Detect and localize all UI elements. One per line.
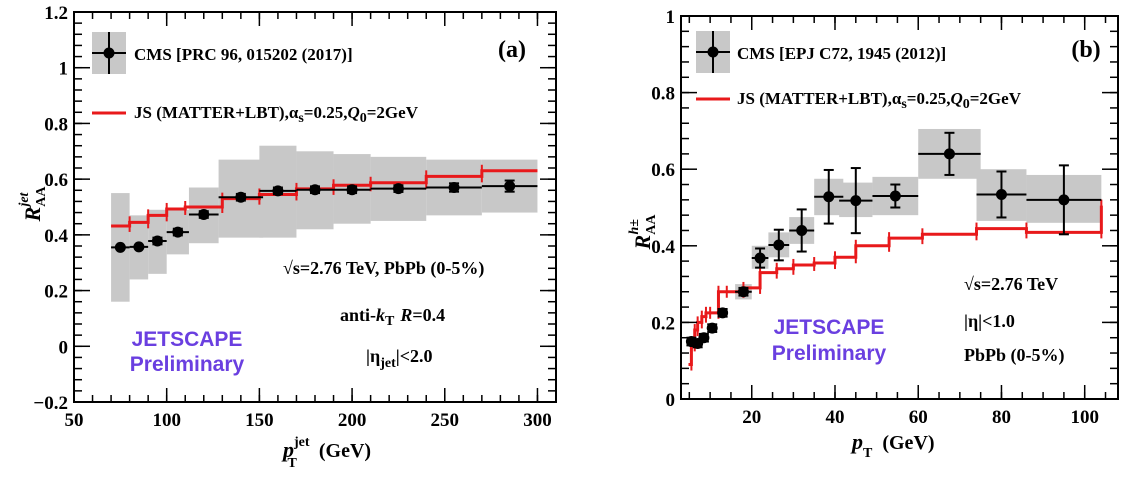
a-data-point	[235, 191, 247, 203]
panel-a: 50 100 150 200 250 300 −0.2 0 0.2 0.4 0.6 0.8 1 1.2 C…	[17, 3, 557, 471]
a-x-axis-label: pjet T(GeV)	[281, 435, 371, 471]
b-y-tick-label: 0.8	[651, 84, 675, 105]
a-data-points	[111, 179, 538, 253]
b-y-tick-label: 0.4	[651, 237, 675, 258]
b-y-tick-label: 0	[666, 390, 676, 411]
b-x-tick-label: 80	[992, 407, 1011, 428]
a-y-tick-label: 0	[59, 337, 69, 358]
b-data-point	[796, 224, 808, 236]
a-data-point	[133, 241, 145, 253]
b-legend-data-label: CMS [EPJ C72, 1945 (2012)]	[737, 44, 946, 63]
a-x-tick-label: 250	[431, 410, 460, 431]
a-axis-ticks: 50 100 150 200 250 300 −0.2 0 0.2 0.4 0.6 0.8 1 1.2	[33, 3, 557, 431]
a-y-tick-label: 0.6	[44, 170, 68, 191]
b-data-point	[889, 190, 901, 202]
a-data-point	[198, 209, 210, 221]
b-system-annotation: PbPb (0-5%)	[964, 345, 1065, 366]
a-systematic-bands	[111, 145, 538, 302]
a-x-tick-label: 100	[152, 410, 181, 431]
a-panel-label: (a)	[498, 37, 526, 63]
a-jetscape-label: JETSCAPE	[132, 328, 243, 351]
a-x-tick-label: 50	[65, 410, 84, 431]
b-data-point	[823, 191, 835, 203]
b-axis-ticks: 20 40 60 80 100 0 0.2 0.4 0.6 0.8 1	[651, 7, 1118, 428]
b-data-point	[706, 322, 718, 334]
b-plot-frame	[680, 15, 1119, 400]
a-legend-model-label: JS (MATTER+LBT),αs=0.25,Q0=2GeV	[134, 103, 419, 126]
b-y-tick-label: 0.6	[651, 160, 675, 181]
a-energy-annotation: √s=2.76 TeV, PbPb (0-5%)	[283, 258, 484, 279]
a-y-tick-label: 0.2	[44, 282, 68, 303]
b-data-point	[698, 332, 710, 344]
b-eta-annotation: |η|<1.0	[964, 311, 1015, 331]
b-data-point	[850, 195, 862, 207]
b-y-axis-label: RAAh±	[627, 214, 659, 251]
a-y-tick-label: −0.2	[33, 393, 68, 414]
b-data-point	[995, 188, 1007, 200]
b-jetscape-label: JETSCAPE	[774, 316, 885, 339]
a-legend-data-label: CMS [PRC 96, 015202 (2017)]	[134, 45, 353, 64]
a-x-tick-label: 150	[245, 410, 274, 431]
a-x-tick-label: 300	[523, 410, 552, 431]
b-preliminary-label: Preliminary	[772, 342, 887, 365]
a-data-point	[448, 182, 460, 193]
b-panel-label: (b)	[1071, 37, 1100, 63]
b-y-tick-label: 1	[666, 7, 676, 28]
a-data-point	[392, 183, 404, 195]
b-legend-data-marker	[707, 46, 719, 58]
a-data-point	[114, 241, 126, 253]
a-preliminary-label: Preliminary	[130, 353, 245, 376]
b-x-tick-label: 60	[909, 407, 928, 428]
b-data-point	[943, 148, 955, 160]
b-y-tick-label: 0.2	[651, 313, 675, 334]
panel-b: 20 40 60 80 100 0 0.2 0.4 0.6 0.8 1 CMS [EPJ C72, …	[627, 7, 1119, 461]
a-x-tick-label: 200	[338, 410, 367, 431]
a-data-point	[272, 185, 284, 197]
b-x-tick-label: 40	[825, 407, 844, 428]
a-data-point	[309, 184, 321, 196]
b-data-point	[717, 307, 729, 319]
b-x-tick-label: 100	[1070, 407, 1099, 428]
b-data-point	[737, 286, 749, 298]
a-data-point	[151, 235, 163, 247]
b-energy-annotation: √s=2.76 TeV	[964, 274, 1058, 294]
b-x-tick-label: 20	[742, 407, 761, 428]
a-data-point	[172, 226, 184, 238]
a-data-point	[346, 184, 358, 196]
b-data-point	[754, 252, 766, 264]
a-y-axis-label: RAAjet	[17, 186, 49, 223]
a-y-tick-label: 0.4	[44, 226, 68, 247]
b-data-point	[773, 239, 785, 251]
a-legend-data-marker	[103, 47, 115, 59]
b-data-points	[685, 131, 1102, 349]
b-x-axis-label: pT (GeV)	[850, 429, 935, 461]
b-legend-model-label: JS (MATTER+LBT),αs=0.25,Q0=2GeV	[737, 89, 1022, 112]
b-data-point	[1058, 194, 1070, 206]
a-algo-annotation: anti-kT R=0.4	[340, 305, 445, 329]
a-data-point	[504, 180, 516, 192]
a-y-tick-label: 1	[59, 59, 69, 80]
a-y-tick-label: 1.2	[44, 3, 68, 24]
a-y-tick-label: 0.8	[44, 114, 68, 135]
a-eta-annotation: |ηjet|<2.0	[366, 346, 432, 371]
